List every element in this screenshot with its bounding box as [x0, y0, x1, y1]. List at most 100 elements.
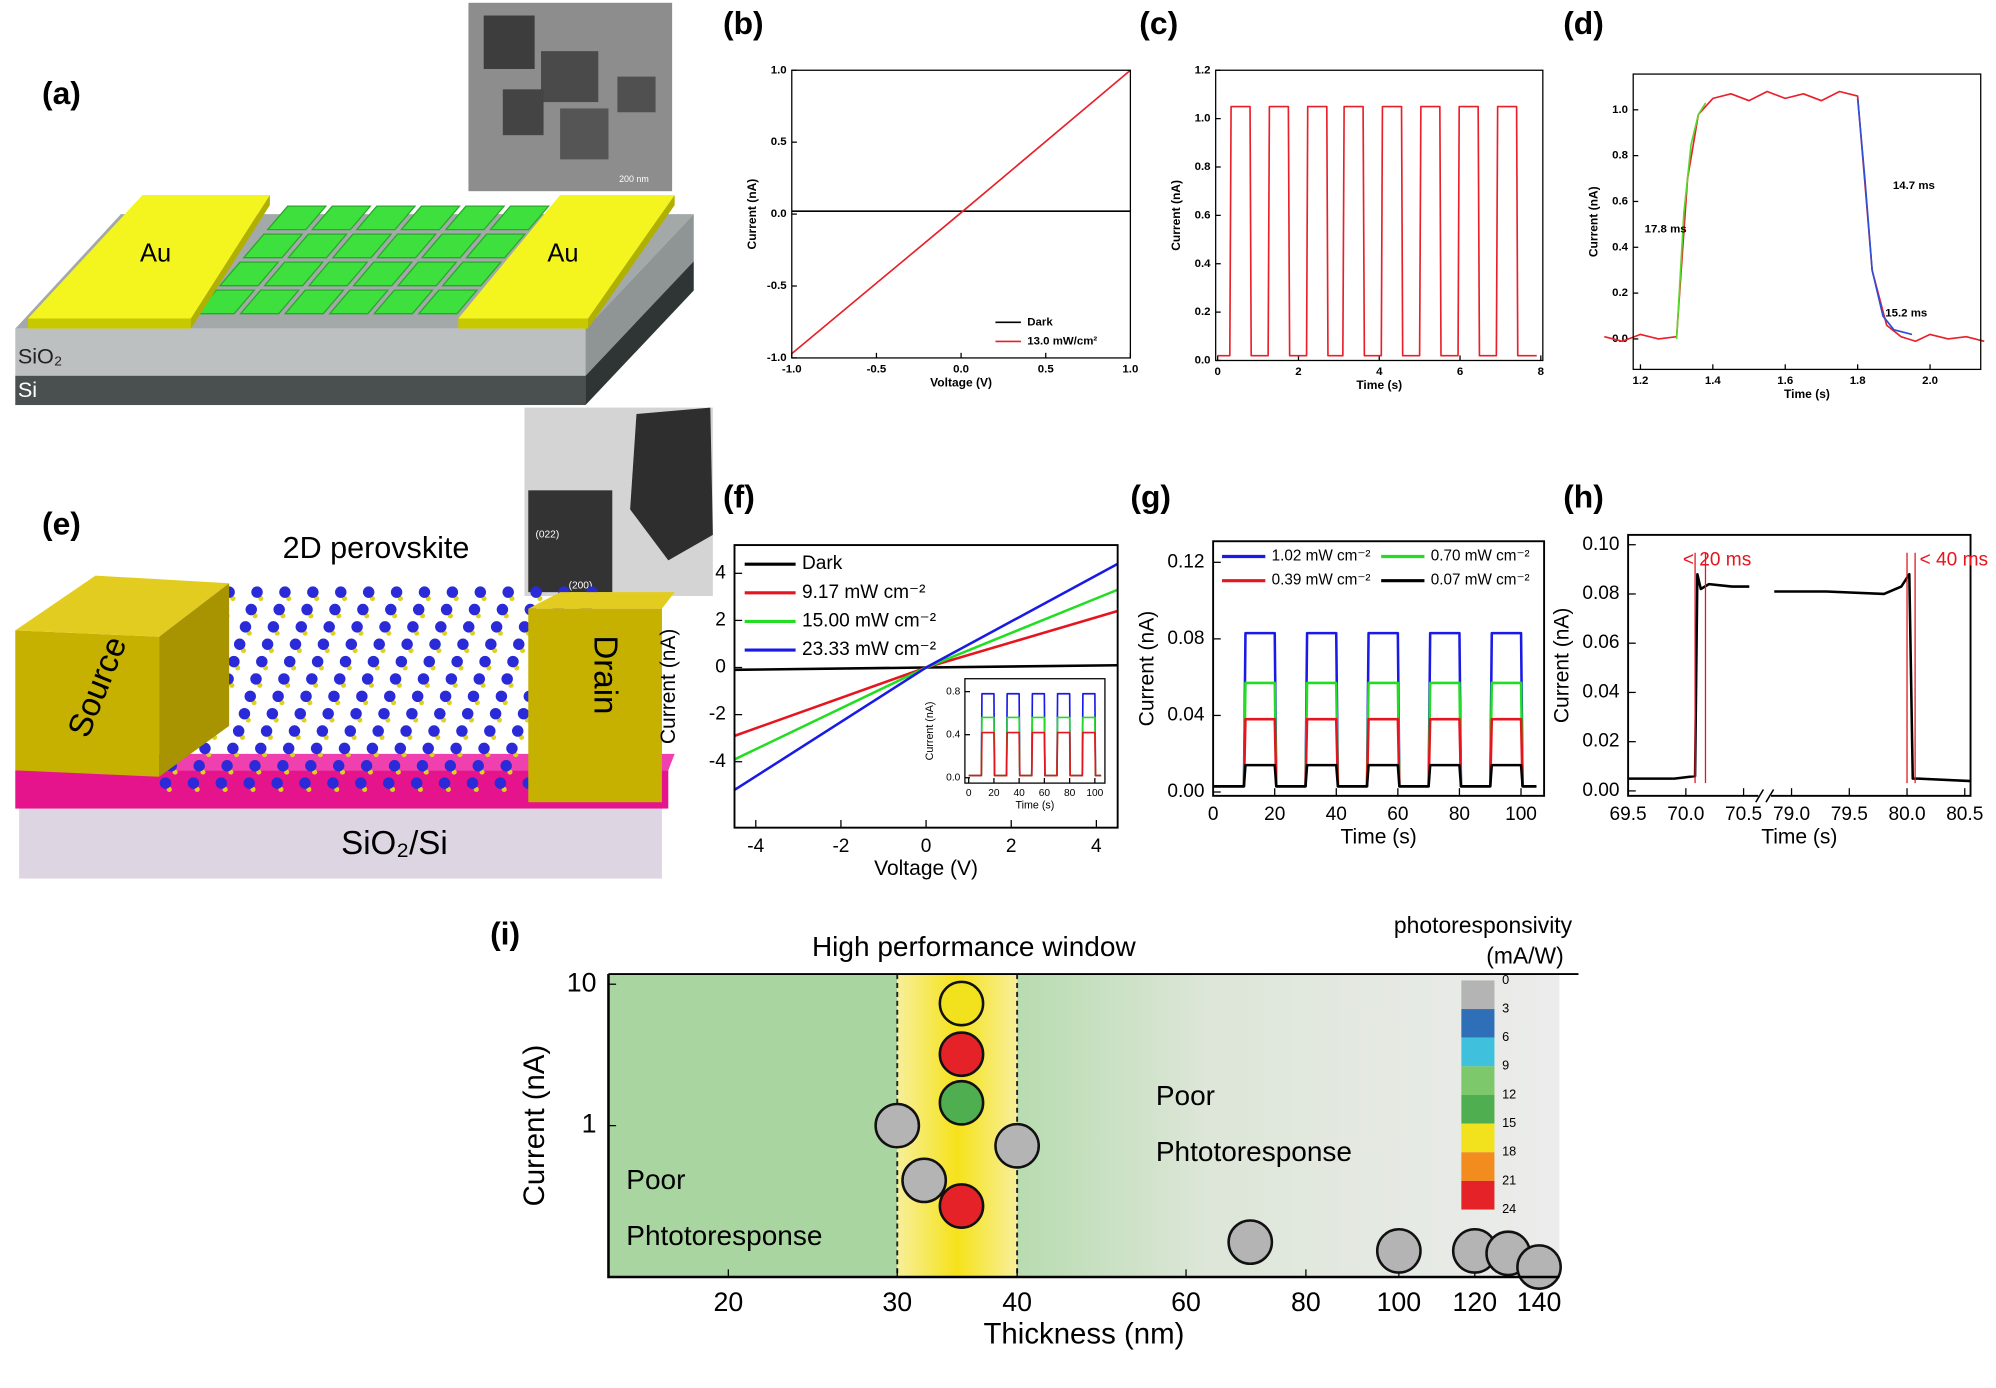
x-tick-label: 8 — [1538, 366, 1545, 378]
au-pad — [458, 318, 589, 329]
colorbar-tick-label: 9 — [1502, 1058, 1509, 1073]
lattice-atom — [301, 603, 313, 616]
legend-label: 23.33 mW cm⁻² — [802, 639, 936, 660]
lattice-atom — [518, 621, 531, 633]
x-tick-label: 40 — [1002, 1287, 1032, 1317]
lattice-atom — [379, 621, 391, 633]
lattice-atom — [335, 586, 347, 598]
annotation: Phtotoresponse — [1156, 1136, 1352, 1167]
lattice-atom — [299, 777, 311, 789]
lattice-atom — [439, 690, 452, 703]
axis-break — [1755, 789, 1775, 803]
series-line — [1217, 105, 1537, 357]
legend-label: 0.39 mW cm⁻² — [1272, 572, 1371, 589]
lattice-atom — [494, 777, 507, 789]
y-tick-label: 0.04 — [1167, 704, 1205, 725]
lattice-atom — [356, 690, 368, 703]
lattice-atom — [500, 760, 512, 772]
data-point — [1516, 1244, 1562, 1290]
lattice-atom — [260, 725, 273, 737]
nanosheet — [444, 205, 506, 231]
annotation: 14.7 ms — [1893, 180, 1935, 192]
lattice-atom — [193, 760, 205, 772]
lattice-atom — [388, 760, 401, 772]
lattice-atom — [345, 638, 358, 650]
chart: 0 2 4 6 8 0.0 0.2 0.4 0.6 0.8 1.0 1.2 Time (s) Curren… — [1139, 5, 1544, 392]
lattice-atom — [512, 725, 524, 737]
lattice-atom — [445, 673, 458, 685]
lattice-atom — [227, 742, 239, 755]
lattice-atom — [328, 690, 340, 703]
data-point — [938, 1183, 985, 1229]
lattice-atom — [466, 777, 479, 789]
nanosheet — [420, 233, 482, 259]
x-tick-label: 6 — [1457, 366, 1463, 378]
lattice-atom — [390, 586, 403, 598]
lattice-atom — [288, 725, 301, 737]
y-tick-label: 0.2 — [1195, 306, 1211, 318]
lattice-atom — [506, 742, 518, 755]
nanosheet — [286, 233, 348, 259]
colorbar-bin — [1461, 1009, 1495, 1038]
y-tick-label: 0.6 — [1612, 195, 1628, 207]
lattice-atom — [350, 707, 362, 720]
nanosheet — [376, 233, 438, 259]
lattice-atom — [485, 638, 497, 650]
y-tick-label: 0.2 — [1612, 287, 1628, 299]
substrate — [19, 808, 662, 879]
lattice-atom — [187, 777, 200, 789]
lattice-atom — [295, 621, 308, 633]
lattice-atom — [384, 690, 396, 703]
si-layer — [15, 375, 586, 406]
y-axis-label: Current (nA) — [924, 702, 936, 761]
x-tick-label: 20 — [713, 1287, 743, 1317]
legend-label: 15.00 mW cm⁻² — [802, 610, 936, 631]
poor-region — [608, 974, 898, 1278]
annotation: Phtotoresponse — [626, 1220, 822, 1251]
x-tick-label: 60 — [1387, 804, 1408, 825]
x-tick-label: 0 — [921, 836, 932, 857]
x-tick-label: 0 — [1215, 366, 1221, 378]
x-axis-label: Voltage (V) — [930, 375, 992, 389]
lattice-atom — [267, 621, 280, 633]
series-line — [733, 562, 1119, 792]
lattice-atom — [245, 603, 257, 616]
lattice-atom — [502, 586, 514, 598]
legend-label: 0.07 mW cm⁻² — [1431, 572, 1530, 589]
nanosheet-array — [194, 205, 550, 315]
lattice-atom — [238, 707, 251, 720]
source-electrode — [15, 630, 160, 777]
panel-label: (c) — [1139, 5, 1178, 41]
y-tick-label: 0.10 — [1582, 534, 1619, 555]
y-tick-label: 0.0 — [1195, 355, 1211, 367]
lattice-atom — [310, 742, 323, 755]
series-line — [1675, 102, 1707, 340]
nanosheet — [307, 261, 369, 287]
lattice-atom — [407, 621, 419, 633]
panel-label: (g) — [1130, 479, 1171, 515]
colorbar-bin — [1461, 1066, 1495, 1095]
material-label: 2D perovskite — [283, 531, 470, 565]
lattice-atom — [450, 742, 462, 755]
y-axis-label: Current (nA) — [518, 1045, 551, 1207]
legend-label: Dark — [1027, 316, 1053, 328]
au-pad — [588, 195, 675, 329]
y-tick-label: 0.08 — [1582, 583, 1619, 604]
axis-frame — [791, 69, 1132, 359]
y-tick-label: 1.0 — [1195, 113, 1211, 125]
lattice-atom — [294, 707, 306, 720]
lattice-atom — [484, 725, 496, 737]
y-tick-label: 0.06 — [1582, 632, 1619, 653]
lattice-atom — [307, 586, 319, 598]
lattice-atom — [495, 690, 508, 703]
lattice-atom — [401, 638, 413, 650]
colorbar-tick-label: 12 — [1502, 1086, 1516, 1101]
colorbar-bin — [1461, 1180, 1495, 1210]
nanosheet — [266, 205, 328, 231]
x-tick-label: 80 — [1064, 788, 1076, 799]
nanosheet — [218, 261, 280, 287]
x-tick-label: 120 — [1453, 1287, 1498, 1317]
y-tick-label: 1.2 — [1195, 64, 1211, 76]
pad-label: Au — [547, 240, 578, 268]
